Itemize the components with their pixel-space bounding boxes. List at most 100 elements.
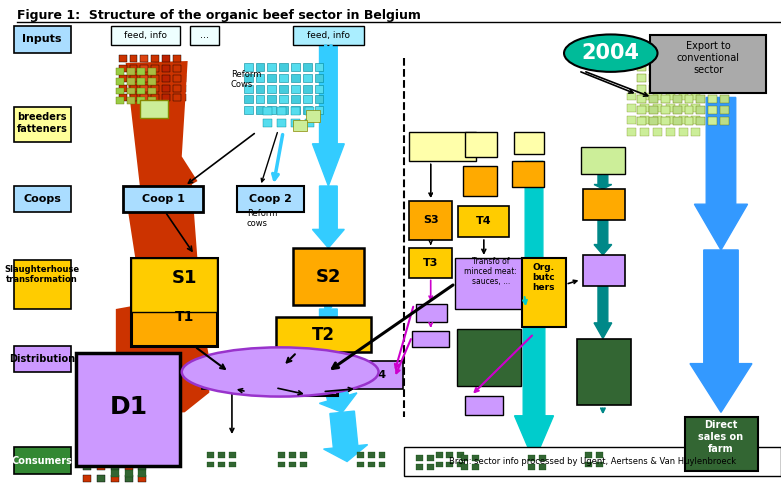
Text: T2: T2 (312, 326, 335, 343)
Bar (303, 74, 312, 82)
Bar (720, 117, 729, 125)
Bar (111, 452, 119, 458)
Bar (653, 116, 662, 124)
Bar (352, 361, 403, 389)
Bar (436, 452, 443, 457)
Bar (293, 120, 307, 131)
Bar (640, 104, 649, 112)
Bar (202, 361, 262, 389)
Bar (291, 95, 300, 103)
Bar (237, 186, 304, 211)
Text: Coop 2: Coop 2 (249, 194, 292, 204)
Bar (15, 346, 70, 372)
Text: D3-bio: D3-bio (212, 370, 251, 380)
Bar (267, 95, 276, 103)
Bar (515, 132, 544, 154)
Bar (173, 84, 180, 91)
Bar (465, 132, 497, 158)
Bar (522, 258, 565, 327)
Bar (691, 128, 701, 136)
Bar (685, 117, 694, 125)
Bar (127, 87, 134, 94)
Text: Bron: sector info processed by Ugent, Aertsens & Van Huylenbroeck: Bron: sector info processed by Ugent, Ae… (448, 457, 736, 466)
Bar (640, 128, 649, 136)
Bar (436, 461, 443, 467)
Bar (462, 454, 468, 460)
Bar (404, 447, 781, 476)
Bar (162, 75, 170, 82)
Bar (125, 470, 133, 477)
Bar (255, 74, 265, 82)
Bar (278, 461, 285, 467)
Text: Super/hypermarket chains: Super/hypermarket chains (202, 367, 358, 377)
Bar (637, 63, 646, 71)
Bar (127, 97, 134, 104)
Bar (127, 68, 134, 75)
FancyArrow shape (694, 97, 747, 250)
Text: Consumers: Consumers (12, 455, 73, 465)
Bar (218, 461, 225, 467)
Bar (130, 94, 137, 101)
Bar (640, 92, 649, 100)
Bar (416, 304, 448, 322)
Bar (293, 248, 364, 305)
Bar (457, 461, 464, 467)
FancyArrow shape (594, 287, 612, 338)
Bar (111, 26, 180, 45)
Bar (679, 92, 687, 100)
Bar (708, 117, 717, 125)
Text: feed, info: feed, info (124, 31, 167, 40)
Bar (148, 87, 156, 94)
Text: Transfo of
minced meat:
sauces, ...: Transfo of minced meat: sauces, ... (464, 257, 517, 287)
Text: feed, info: feed, info (307, 31, 350, 40)
Bar (315, 74, 323, 82)
Bar (426, 454, 433, 460)
Bar (137, 68, 145, 75)
Bar (267, 84, 276, 92)
Bar (305, 119, 314, 127)
Bar (649, 95, 658, 103)
Bar (300, 461, 307, 467)
Bar (357, 452, 364, 457)
FancyArrow shape (518, 162, 550, 309)
Bar (141, 65, 148, 72)
Bar (697, 106, 705, 114)
Bar (279, 84, 288, 92)
Bar (291, 74, 300, 82)
Bar (277, 119, 286, 127)
Bar (315, 84, 323, 92)
Bar (276, 353, 337, 395)
Bar (111, 458, 119, 465)
Bar (679, 128, 687, 136)
Bar (291, 107, 300, 115)
Bar (152, 75, 159, 82)
Bar (305, 107, 314, 115)
FancyArrow shape (318, 360, 357, 412)
Bar (653, 128, 662, 136)
Bar (77, 353, 180, 466)
Bar (119, 84, 127, 91)
Bar (457, 329, 521, 386)
Bar (409, 201, 452, 240)
FancyArrow shape (594, 220, 612, 255)
Bar (255, 63, 265, 71)
Bar (666, 128, 675, 136)
Bar (137, 87, 145, 94)
Bar (685, 95, 694, 103)
Text: Slaughterhouse: Slaughterhouse (5, 265, 80, 274)
Bar (116, 68, 123, 75)
Bar (97, 452, 105, 458)
Bar (720, 63, 729, 71)
Bar (119, 94, 127, 101)
Bar (303, 106, 312, 114)
Bar (661, 106, 670, 114)
Text: Reform
cows: Reform cows (247, 209, 277, 228)
Bar (472, 454, 479, 460)
Bar (154, 94, 162, 101)
Bar (142, 75, 150, 82)
Bar (691, 92, 701, 100)
Bar (116, 87, 123, 94)
Bar (649, 63, 658, 71)
Bar (130, 94, 138, 101)
Bar (650, 36, 766, 92)
